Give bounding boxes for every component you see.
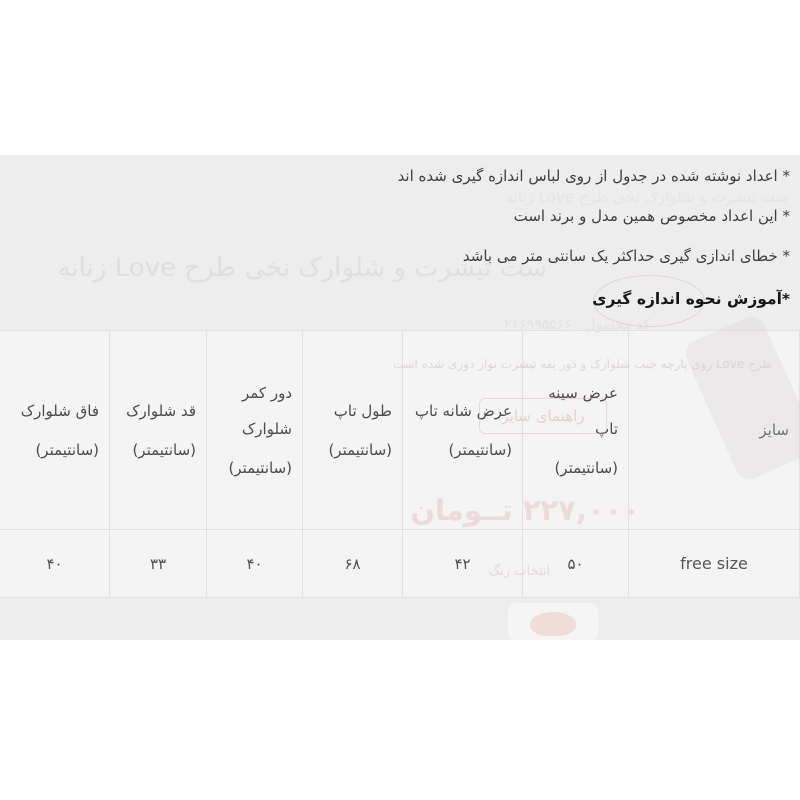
header-shorts-rise-unit: (سانتیمتر) (35, 440, 99, 459)
header-shorts-waist-label: دور کمر شلوارک (241, 383, 292, 438)
measurement-tutorial-link[interactable]: *آموزش نحوه اندازه گیری (592, 290, 790, 308)
note-measurement-error: * خطای اندازی گیری حداکثر یک سانتی متر م… (462, 247, 790, 265)
cell-shorts-length-value: ۳۳ (109, 529, 207, 598)
table-row-free-size: free size ۵۰ ۴۲ ۶۸ ۴۰ ۳۳ ۴۰ (0, 529, 800, 598)
cell-shorts-waist-value: ۴۰ (206, 529, 303, 598)
header-shorts-length: قد شلوارک (سانتیمتر) (109, 330, 207, 530)
header-chest-width-label: عرض سینه تاپ (548, 383, 618, 438)
header-chest-width: عرض سینه تاپ (سانتیمتر) (522, 330, 629, 530)
header-top-length-unit: (سانتیمتر) (328, 440, 392, 459)
header-shoulder-width-unit: (سانتیمتر) (448, 440, 512, 459)
header-top-length: طول تاپ (سانتیمتر) (302, 330, 403, 530)
header-size-label: سایز (759, 421, 789, 439)
cell-shorts-rise-value: ۴۰ (0, 529, 110, 598)
product-thumbnail-watermark (508, 603, 598, 640)
size-chart-section: ست تیشرت و شلوارک نخی طرح Love زنانه ست … (0, 155, 800, 640)
note-model-specific: * این اعداد مخصوص همین مدل و برند است (513, 207, 790, 225)
header-shorts-length-label: قد شلوارک (126, 401, 196, 420)
cell-size-value: free size (628, 529, 800, 598)
cell-shoulder-width-value: ۴۲ (402, 529, 523, 598)
header-shorts-waist: دور کمر شلوارک (سانتیمتر) (206, 330, 303, 530)
product-title-watermark: ست تیشرت و شلوارک نخی طرح Love زنانه (505, 188, 788, 206)
header-shorts-rise-label: فاق شلوارک (20, 401, 99, 420)
header-shoulder-width-label: عرض شانه تاپ (414, 401, 512, 420)
header-shorts-length-unit: (سانتیمتر) (132, 440, 196, 459)
header-shoulder-width: عرض شانه تاپ (سانتیمتر) (402, 330, 523, 530)
header-shorts-rise: فاق شلوارک (سانتیمتر) (0, 330, 110, 530)
note-measured-on-garment: * اعداد نوشته شده در جدول از روی لباس ان… (397, 167, 790, 185)
header-shorts-waist-unit: (سانتیمتر) (228, 458, 292, 477)
header-top-length-label: طول تاپ (333, 401, 392, 420)
cell-chest-width-value: ۵۰ (522, 529, 629, 598)
size-chart-table: سایز عرض سینه تاپ (سانتیمتر) عرض شانه تا… (0, 330, 800, 598)
thumbnail-image-blob (530, 612, 576, 636)
header-row: سایز عرض سینه تاپ (سانتیمتر) عرض شانه تا… (0, 330, 800, 530)
header-size: سایز (628, 330, 800, 530)
cell-top-length-value: ۶۸ (302, 529, 403, 598)
header-chest-width-unit: (سانتیمتر) (554, 458, 618, 477)
